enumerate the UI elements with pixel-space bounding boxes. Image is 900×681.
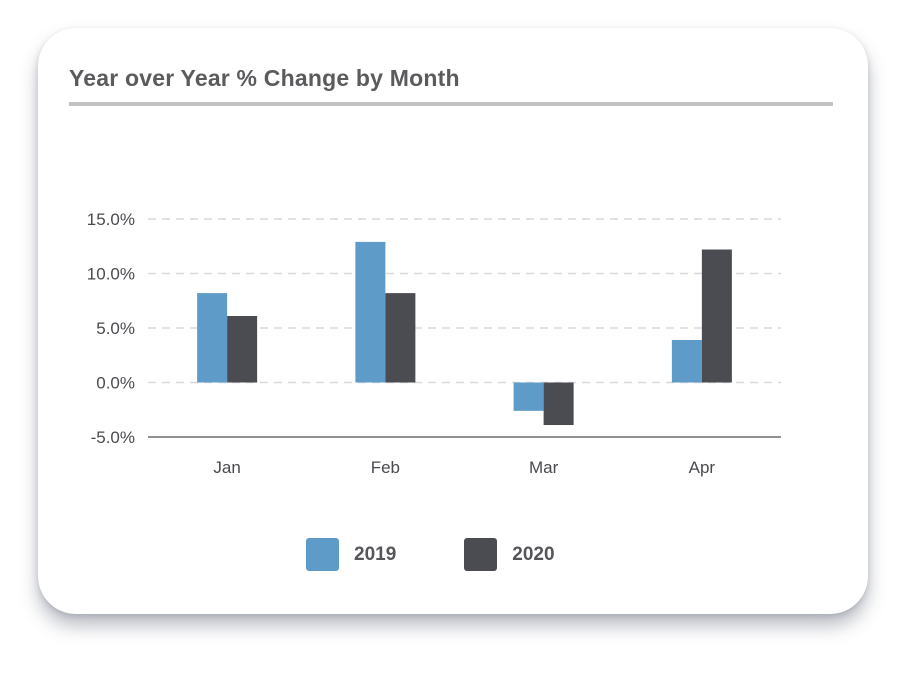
bar-2020-jan [227,316,258,383]
y-tick-label: 5.0% [96,319,135,338]
x-category-label: Apr [689,458,716,477]
legend-swatch-2020 [464,538,498,571]
legend: 2019 2020 [306,538,623,571]
bar-2019-apr [671,339,702,383]
chart-card: Year over Year % Change by Month 15.0% 10… [38,28,868,614]
legend-item-2020: 2020 [464,538,555,571]
bar-2020-feb [385,293,416,383]
legend-swatch-2019 [306,538,339,571]
y-tick-label: 10.0% [87,265,135,284]
bar-2020-apr [701,249,732,383]
x-category-label: Jan [213,458,240,477]
bar-2019-feb [355,241,386,383]
chart-title: Year over Year % Change by Month [69,65,460,91]
legend-item-2019: 2019 [306,538,396,571]
title-divider [69,102,833,106]
bar-chart: 15.0% 10.0% 5.0% 0.0% -5.0% Jan Feb Mar Apr [87,210,781,477]
bar-2019-mar [513,382,544,411]
bar-2019-jan [197,293,228,383]
y-tick-label: -5.0% [91,428,135,447]
legend-label-2020: 2020 [512,543,555,565]
bar-2020-mar [543,382,574,426]
y-tick-label: 15.0% [87,210,135,229]
x-category-label: Mar [529,458,559,477]
legend-label-2019: 2019 [354,543,397,565]
x-category-label: Feb [371,458,400,477]
y-tick-label: 0.0% [96,374,135,393]
